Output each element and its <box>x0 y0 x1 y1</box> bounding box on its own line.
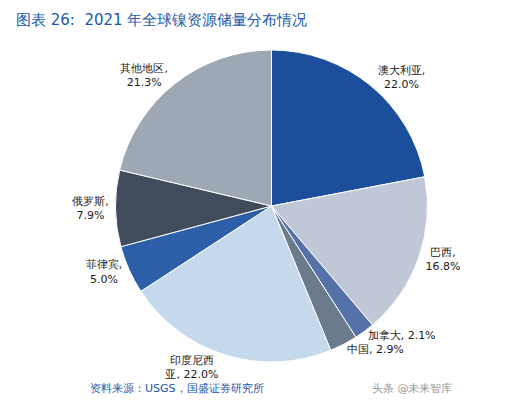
svg-text:头条 @未来智库: 头条 @未来智库 <box>372 382 453 395</box>
svg-text:菲律宾,5.0%: 菲律宾,5.0% <box>86 258 123 285</box>
svg-text:巴西,16.8%: 巴西,16.8% <box>425 246 460 273</box>
svg-text:其他地区,21.3%: 其他地区,21.3% <box>120 62 168 89</box>
svg-text:加拿大, 2.1%: 加拿大, 2.1% <box>368 329 436 342</box>
svg-text:中国, 2.9%: 中国, 2.9% <box>347 343 404 356</box>
svg-text:澳大利亚,22.0%: 澳大利亚,22.0% <box>378 64 426 91</box>
svg-text:俄罗斯,7.9%: 俄罗斯,7.9% <box>72 195 109 222</box>
svg-text:资料来源：USGS，国盛证券研究所: 资料来源：USGS，国盛证券研究所 <box>90 382 264 395</box>
svg-text:图表 26: 2021 年全球镍资源储量分布情况: 图表 26: 2021 年全球镍资源储量分布情况 <box>16 11 307 29</box>
svg-text:印度尼西亚, 22.0%: 印度尼西亚, 22.0% <box>165 354 218 381</box>
